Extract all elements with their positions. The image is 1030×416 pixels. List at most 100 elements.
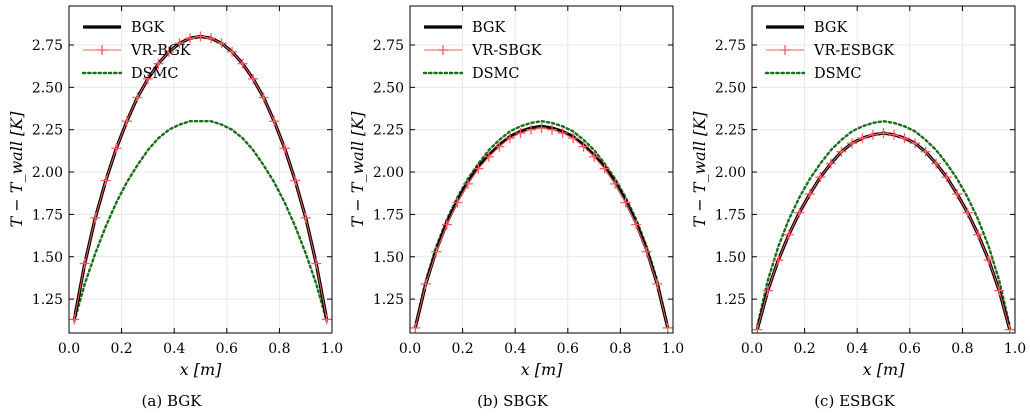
data-point-vr-sbgk [515,128,526,139]
data-point-vr-esbgk [846,138,857,149]
y-tick-label: 1.75 [32,207,63,223]
series-line-vr-esbgk [756,132,1011,330]
legend-label-vr-bgk: VR-BGK [130,43,192,59]
plot-frame [409,5,674,334]
y-tick-label: 2.75 [373,38,404,54]
data-point-vr-bgk [206,33,217,44]
data-point-vr-esbgk [762,285,773,296]
chart-panel-esbgk: 0.0 0.2 0.4 0.6 0.8 1.0 1.25 1.50 1.75 2.00 2.25 2.… [683,0,1026,416]
data-point-vr-bgk [290,175,301,186]
chart-svg-sbgk: 0.0 0.2 0.4 0.6 0.8 1.0 1.25 1.50 1.75 2.00 2.25 2.… [348,5,684,379]
y-tick-label: 2.00 [373,165,404,181]
data-point-vr-esbgk [878,128,889,139]
data-point-vr-esbgk [952,189,963,200]
x-tick-label: 0.0 [399,341,421,357]
y-tick-label: 1.50 [32,250,63,266]
plot-frame [68,5,333,334]
data-point-vr-sbgk [547,124,558,135]
legend-key-vr-bgk [83,45,121,55]
x-tick-label: 0.2 [110,341,132,357]
chart-panel-sbgk: 0.0 0.2 0.4 0.6 0.8 1.0 1.25 1.50 1.75 2.00 2.25 2.… [341,0,684,416]
y-tick-label: 1.50 [373,250,404,266]
x-tick-label: 0.0 [58,341,80,357]
data-point-vr-sbgk [536,122,547,133]
y-tick-label: 2.00 [32,165,63,181]
y-tick-label: 2.00 [715,165,746,181]
data-point-vr-sbgk [441,219,452,230]
data-point-vr-bgk [79,258,90,269]
data-point-vr-esbgk [962,207,973,218]
data-point-vr-sbgk [410,322,421,333]
data-point-vr-bgk [142,73,153,84]
y-tick-label: 1.25 [32,292,63,308]
data-point-vr-bgk [153,58,164,69]
data-point-vr-esbgk [889,129,900,140]
data-point-vr-bgk [269,116,280,127]
data-point-vr-esbgk [867,129,878,140]
x-axis-title: x [m] [863,360,906,379]
data-point-vr-bgk [258,92,269,103]
data-point-vr-sbgk [662,322,673,333]
series-line-dsmc [73,120,328,323]
data-point-vr-bgk [321,314,332,325]
legend-label-vr-sbgk: VR-SBGK [471,43,543,59]
data-point-vr-bgk [111,143,122,154]
legend: BGK VR-ESBGK DSMC [764,20,895,82]
data-point-vr-esbgk [983,255,994,266]
chart-svg-bgk: 0.0 0.2 0.4 0.6 0.8 1.0 1.25 1.50 1.75 2.00 2.25 2.… [7,5,343,379]
caption-sbgk: (b) SBGK [477,392,548,410]
data-point-vr-esbgk [815,172,826,183]
data-point-vr-sbgk [599,163,610,174]
legend-key-vr-esbgk [766,45,804,55]
series-line-bgk [755,131,1012,331]
x-axis-title: x [m] [180,360,223,379]
data-point-vr-esbgk [910,138,921,149]
data-point-vr-bgk [132,92,143,103]
data-point-vr-sbgk [652,278,663,289]
legend: BGK VR-SBGK DSMC [422,20,543,82]
data-point-vr-bgk [248,73,259,84]
data-point-vr-esbgk [857,133,868,144]
data-point-vr-esbgk [794,207,805,218]
legend-label-bgk: BGK [472,20,507,36]
data-point-vr-esbgk [773,255,784,266]
x-tick-label: 1.0 [321,341,343,357]
data-point-vr-esbgk [899,133,910,144]
axis-ticks: 0.0 0.2 0.4 0.6 0.8 1.0 1.25 1.50 1.75 2.00 2.25 2.… [373,6,684,357]
legend-label-dsmc: DSMC [472,66,520,82]
series-group [410,119,673,333]
y-tick-label: 2.50 [715,80,746,96]
y-tick-label: 2.75 [32,38,63,54]
data-point-vr-esbgk [941,172,952,183]
data-point-vr-esbgk [825,158,836,169]
x-tick-label: 0.4 [504,341,526,357]
data-point-vr-esbgk [804,189,815,200]
data-point-vr-esbgk [973,229,984,240]
x-axis-title: x [m] [521,360,564,379]
data-point-vr-sbgk [504,133,515,144]
data-point-vr-esbgk [783,229,794,240]
data-point-vr-sbgk [431,246,442,257]
data-point-vr-bgk [237,58,248,69]
data-point-vr-sbgk [494,141,505,152]
data-point-vr-esbgk [994,285,1005,296]
data-point-vr-bgk [184,33,195,44]
axis-ticks: 0.0 0.2 0.4 0.6 0.8 1.0 1.25 1.50 1.75 2.00 2.25 2.… [715,6,1026,357]
y-tick-label: 2.50 [32,80,63,96]
x-tick-label: 0.6 [899,341,921,357]
series-group [752,119,1015,333]
y-axis-title: T − T_wall [K] [7,111,26,228]
series-group [69,31,332,325]
y-tick-label: 1.25 [373,292,404,308]
data-point-vr-sbgk [483,151,494,162]
x-tick-label: 0.2 [793,341,815,357]
legend-label-bgk: BGK [814,20,849,36]
y-tick-label: 2.25 [715,123,746,139]
x-tick-label: 1.0 [662,341,684,357]
data-point-vr-sbgk [420,278,431,289]
data-point-vr-sbgk [568,133,579,144]
data-point-vr-sbgk [473,163,484,174]
data-point-vr-sbgk [578,141,589,152]
data-point-vr-bgk [311,258,322,269]
